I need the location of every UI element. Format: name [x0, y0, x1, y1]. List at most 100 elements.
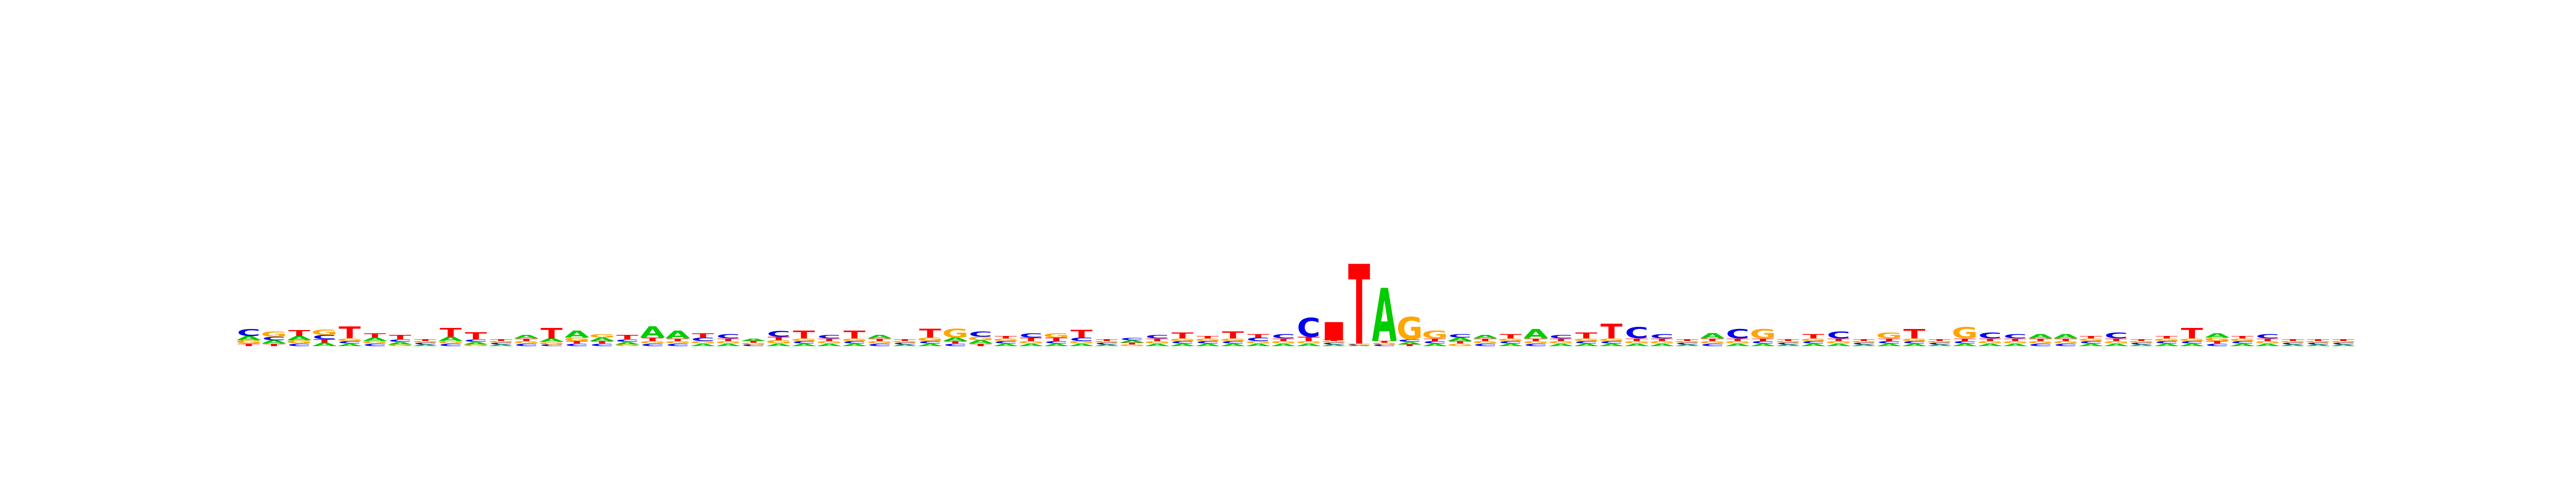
logo-letter-G-pos-27: G: [891, 341, 918, 343]
logo-letter-G-pos-4: G: [311, 328, 338, 336]
logo-letter-T-pos-73: T: [2055, 338, 2077, 342]
logo-letter-A-pos-61: A: [1751, 343, 1776, 347]
logo-letter-G-pos-43: G: [1296, 340, 1322, 345]
logo-letter-G-pos-41: G: [1245, 340, 1271, 345]
logo-letter-C-pos-14: C: [565, 343, 589, 347]
logo-letter-A-pos-4: A: [312, 342, 338, 347]
logo-letter-T-pos-79: T: [2206, 340, 2228, 345]
logo-letter-G-pos-58: G: [1674, 341, 1700, 343]
logo-letter-T-pos-11: T: [490, 339, 512, 341]
logo-letter-A-pos-36: A: [1119, 340, 1145, 344]
logo-letter-G-pos-67: G: [1901, 338, 1927, 342]
logo-letter-A-pos-43: A: [1296, 343, 1321, 347]
logo-letter-A-pos-20: A: [716, 343, 741, 347]
logo-letter-C-pos-42: C: [1271, 333, 1295, 340]
logo-letter-C-pos-17: C: [641, 343, 664, 347]
logo-letter-G-pos-40: G: [1220, 338, 1246, 342]
logo-letter-G-pos-24: G: [816, 340, 842, 345]
logo-letter-T-pos-34: T: [1071, 327, 1093, 340]
logo-letter-T-pos-58: T: [1676, 339, 1698, 341]
logo-letter-C-pos-10: C: [464, 339, 488, 343]
logo-letter-T-pos-68: T: [1929, 339, 1951, 341]
logo-letter-C-pos-9: C: [439, 343, 463, 347]
logo-letter-C-pos-71: C: [2003, 333, 2027, 340]
logo-letter-T-pos-49: T: [1449, 340, 1471, 345]
logo-letter-G-pos-12: G: [513, 340, 539, 345]
logo-letter-T-pos-66: T: [1878, 338, 1900, 342]
logo-letter-G-pos-35: G: [1094, 341, 1120, 343]
logo-letter-T-pos-74: T: [2080, 335, 2102, 340]
logo-letter-G-pos-39: G: [1195, 338, 1221, 342]
logo-letter-G-pos-31: G: [993, 338, 1019, 342]
logo-letter-T-pos-35: T: [1096, 339, 1118, 341]
logo-letter-A-pos-28: A: [918, 343, 943, 347]
logo-letter-G-pos-73: G: [2053, 340, 2079, 345]
logo-letter-C-pos-69: C: [1953, 340, 1977, 345]
logo-letter-G-pos-25: G: [841, 338, 867, 342]
logo-letter-C-pos-80: C: [2230, 340, 2254, 345]
logo-letter-A-pos-45: A: [1346, 345, 1372, 347]
logo-letter-C-pos-46: C: [1373, 344, 1396, 347]
logo-letter-C-pos-70: C: [1978, 331, 2002, 341]
logo-letter-C-pos-21: C: [742, 344, 765, 347]
logo-letter-C-pos-28: C: [918, 340, 942, 345]
logo-letter-C-pos-18: C: [666, 343, 690, 347]
logo-letter-A-pos-49: A: [1447, 336, 1473, 342]
logo-letter-A-pos-14: A: [565, 329, 590, 340]
logo-letter-G-pos-47: G: [1396, 311, 1423, 347]
logo-letter-C-pos-3: C: [288, 343, 311, 347]
logo-letter-A-pos-62: A: [1776, 344, 1801, 347]
logo-letter-G-pos-30: G: [968, 336, 994, 341]
logo-letter-T-pos-84: T: [2332, 339, 2354, 341]
logo-letter-C-pos-83: C: [2306, 342, 2330, 345]
logo-letter-T-pos-37: T: [1146, 338, 1168, 342]
logo-letter-G-pos-75: G: [2103, 340, 2129, 345]
logo-annotation-marker: [1324, 322, 1343, 341]
logo-letter-T-pos-64: T: [1828, 338, 1850, 342]
logo-letter-G-pos-66: G: [1876, 331, 1902, 341]
logo-letter-T-pos-45: T: [1348, 243, 1370, 370]
logo-letter-C-pos-63: C: [1802, 340, 1825, 345]
logo-letter-G-pos-8: G: [412, 341, 438, 343]
logo-letter-T-pos-83: T: [2307, 339, 2329, 341]
logo-letter-T-pos-60: T: [1726, 338, 1748, 342]
logo-letter-T-pos-59: T: [1701, 338, 1723, 342]
logo-letter-A-pos-40: A: [1220, 343, 1246, 347]
logo-letter-C-pos-16: C: [616, 339, 639, 343]
logo-letter-G-pos-38: G: [1169, 338, 1196, 342]
logo-letter-G-pos-70: G: [1977, 340, 2003, 345]
logo-letter-T-pos-24: T: [818, 338, 840, 342]
logo-letter-C-pos-44: C: [1322, 342, 1345, 345]
logo-letter-G-pos-32: G: [1018, 340, 1044, 345]
logo-letter-C-pos-38: C: [1170, 340, 1194, 345]
logo-letter-G-pos-84: G: [2330, 341, 2357, 343]
logo-letter-G-pos-76: G: [2128, 341, 2155, 343]
logo-letter-A-pos-3: A: [287, 335, 312, 342]
logo-letter-T-pos-19: T: [692, 332, 714, 339]
logo-letter-A-pos-37: A: [1145, 343, 1170, 347]
logo-letter-G-pos-64: G: [1825, 340, 1851, 345]
logo-letter-G-pos-9: G: [437, 340, 464, 345]
logo-letter-G-pos-60: G: [1724, 340, 1751, 345]
logo-letter-C-pos-6: C: [363, 343, 387, 347]
logo-letter-C-pos-51: C: [1499, 340, 1523, 345]
logo-letter-T-pos-56: T: [1626, 338, 1648, 342]
logo-letter-T-pos-63: T: [1802, 333, 1825, 340]
logo-letter-T-pos-72: T: [2030, 338, 2052, 342]
logo-letter-G-pos-52: G: [1523, 340, 1549, 345]
logo-letter-C-pos-5: C: [338, 340, 362, 345]
logo-letter-C-pos-67: C: [1902, 340, 1926, 345]
logo-letter-G-pos-69: G: [1951, 325, 1978, 342]
logo-letter-T-pos-41: T: [1247, 333, 1270, 339]
logo-letter-T-pos-22: T: [768, 336, 791, 341]
logo-letter-G-pos-42: G: [1270, 340, 1297, 345]
logo-letter-A-pos-70: A: [1978, 343, 2003, 347]
logo-letter-C-pos-76: C: [2129, 342, 2153, 345]
logo-letter-A-pos-69: A: [1952, 343, 1978, 347]
logo-letter-T-pos-75: T: [2105, 338, 2127, 342]
logo-letter-C-pos-23: C: [792, 340, 816, 345]
logo-letter-G-pos-78: G: [2179, 338, 2205, 342]
logo-letter-C-pos-27: C: [893, 342, 917, 345]
logo-letter-G-pos-59: G: [1699, 340, 1725, 345]
